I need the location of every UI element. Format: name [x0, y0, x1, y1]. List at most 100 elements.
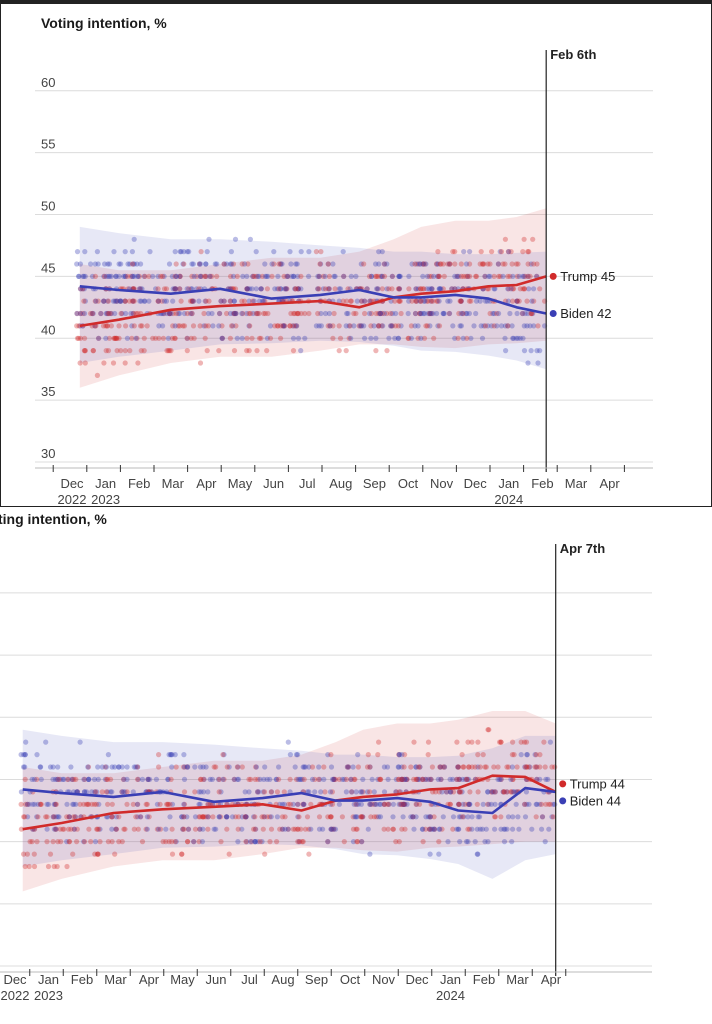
- poll-point-biden: [399, 752, 405, 758]
- poll-point-biden: [218, 789, 224, 795]
- poll-point-trump: [467, 261, 473, 267]
- poll-point-trump: [290, 826, 296, 832]
- poll-point-trump: [165, 348, 171, 354]
- poll-point-biden: [521, 273, 527, 279]
- end-label-biden: Biden 44: [570, 793, 621, 808]
- poll-point-trump: [172, 286, 178, 292]
- poll-point-biden: [167, 814, 173, 820]
- poll-point-trump: [487, 310, 493, 317]
- poll-point-biden: [69, 776, 75, 782]
- poll-point-biden: [124, 776, 130, 782]
- poll-point-biden: [129, 249, 135, 255]
- poll-point-trump: [378, 273, 384, 279]
- poll-point-biden: [235, 776, 242, 782]
- poll-point-biden: [179, 814, 185, 820]
- poll-point-trump: [348, 298, 354, 304]
- poll-point-biden: [223, 814, 229, 820]
- poll-point-trump: [516, 298, 522, 304]
- poll-point-trump: [31, 863, 38, 870]
- poll-point-trump: [244, 286, 250, 292]
- poll-point-trump: [99, 789, 105, 795]
- poll-point-trump: [418, 298, 424, 304]
- poll-point-trump: [401, 764, 407, 770]
- poll-point-trump: [113, 826, 120, 832]
- poll-point-biden: [281, 323, 287, 329]
- poll-point-biden: [164, 310, 170, 317]
- poll-point-trump: [201, 310, 207, 317]
- poll-point-trump: [514, 273, 520, 279]
- poll-point-biden: [325, 839, 331, 845]
- poll-point-biden: [156, 323, 162, 329]
- poll-point-biden: [139, 286, 145, 292]
- poll-point-trump: [421, 286, 427, 292]
- poll-point-biden: [102, 776, 108, 782]
- poll-point-trump: [458, 273, 464, 279]
- poll-point-biden: [312, 789, 318, 795]
- poll-point-trump: [73, 776, 79, 782]
- poll-point-biden: [381, 310, 387, 317]
- poll-point-trump: [389, 323, 395, 329]
- poll-point-trump: [423, 323, 429, 329]
- poll-point-trump: [356, 323, 362, 329]
- poll-point-trump: [37, 801, 43, 807]
- poll-point-trump: [316, 776, 322, 782]
- poll-point-trump: [129, 261, 136, 267]
- poll-point-biden: [384, 261, 390, 267]
- poll-point-biden: [81, 776, 87, 782]
- poll-point-biden: [360, 776, 366, 782]
- poll-point-biden: [445, 839, 451, 845]
- poll-point-biden: [294, 261, 300, 267]
- poll-point-trump: [354, 839, 360, 845]
- poll-point-trump: [398, 801, 404, 807]
- poll-point-biden: [390, 801, 396, 807]
- poll-point-trump: [435, 273, 441, 279]
- poll-point-biden: [256, 789, 262, 795]
- poll-point-trump: [411, 739, 417, 745]
- poll-point-biden: [447, 310, 453, 317]
- poll-point-biden: [377, 814, 384, 820]
- poll-point-biden: [349, 789, 355, 795]
- poll-point-biden: [45, 801, 52, 807]
- poll-point-trump: [436, 273, 442, 279]
- poll-point-trump: [108, 323, 114, 329]
- poll-point-biden: [218, 298, 224, 304]
- poll-point-trump: [461, 273, 467, 279]
- poll-point-biden: [130, 261, 136, 267]
- poll-point-trump: [469, 764, 475, 770]
- poll-point-trump: [430, 298, 436, 304]
- poll-point-biden: [82, 249, 88, 255]
- poll-point-trump: [71, 776, 77, 782]
- poll-point-trump: [295, 801, 301, 807]
- poll-point-biden: [469, 814, 475, 820]
- poll-point-biden: [81, 789, 88, 795]
- poll-point-biden: [458, 310, 464, 317]
- poll-point-trump: [420, 261, 426, 267]
- poll-point-trump: [479, 261, 486, 267]
- poll-point-trump: [44, 814, 50, 820]
- poll-point-trump: [244, 286, 250, 292]
- poll-point-biden: [520, 335, 526, 341]
- poll-point-trump: [293, 776, 300, 782]
- poll-point-biden: [72, 814, 78, 820]
- poll-point-biden: [35, 801, 41, 807]
- poll-point-biden: [135, 273, 141, 279]
- poll-point-trump: [306, 310, 312, 317]
- poll-point-biden: [127, 261, 133, 267]
- poll-point-biden: [434, 261, 440, 267]
- poll-point-trump: [328, 752, 334, 758]
- poll-point-trump: [85, 801, 91, 807]
- poll-point-biden: [205, 814, 211, 820]
- poll-point-trump: [226, 851, 232, 857]
- poll-point-biden: [331, 776, 337, 782]
- poll-point-trump: [131, 323, 137, 329]
- poll-point-biden: [221, 261, 227, 267]
- poll-point-trump: [295, 826, 301, 832]
- poll-point-trump: [223, 814, 229, 820]
- poll-point-trump: [173, 261, 179, 267]
- poll-point-biden: [336, 298, 342, 304]
- poll-point-biden: [71, 801, 77, 807]
- y-tick-label: 50: [41, 199, 55, 214]
- poll-point-biden: [278, 261, 284, 267]
- poll-point-biden: [457, 839, 463, 845]
- poll-point-trump: [123, 323, 129, 329]
